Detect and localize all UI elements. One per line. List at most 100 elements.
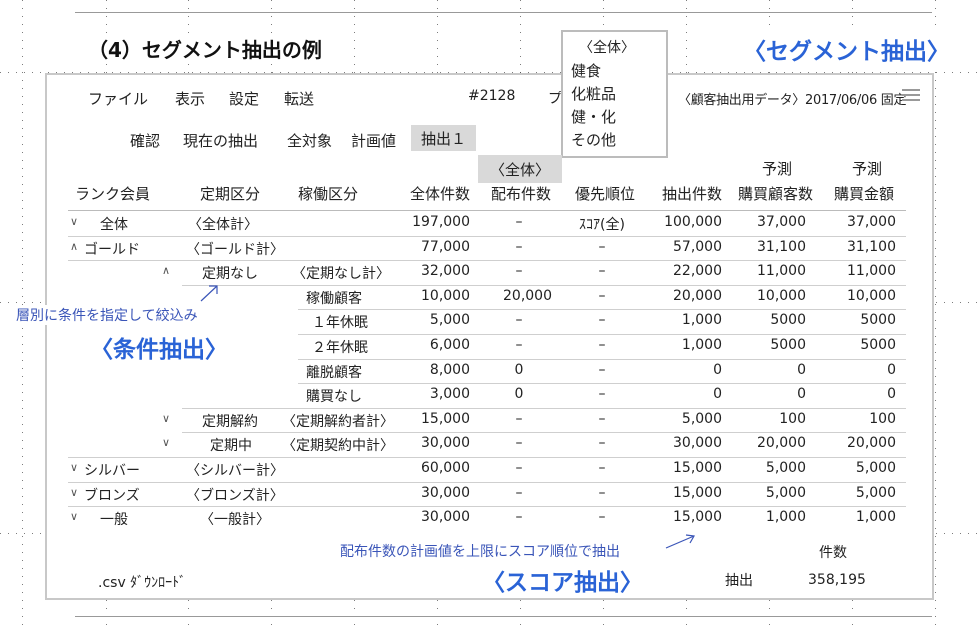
expand-chevron-icon[interactable]: ∨ bbox=[162, 436, 171, 450]
activity-cell: 〈定期契約中計〉 bbox=[282, 438, 394, 455]
forecast-customers-cell: 20,000 bbox=[757, 435, 806, 452]
tab-all-targets[interactable]: 全対象 bbox=[287, 132, 333, 150]
forecast-amount-cell: 5,000 bbox=[855, 484, 896, 501]
regular-cell: 〈ブロンズ計〉 bbox=[186, 487, 284, 504]
regular-cell: 〈全体計〉 bbox=[188, 217, 258, 233]
forecast-amount-cell: 5000 bbox=[860, 337, 896, 353]
distribution-cell[interactable]: 20,000 bbox=[503, 287, 552, 304]
segment-option-health-cosmetics[interactable]: 健・化 bbox=[571, 108, 617, 126]
extract-total-value: 358,195 bbox=[808, 572, 866, 588]
segment-option-other[interactable]: その他 bbox=[571, 131, 617, 149]
expand-chevron-icon[interactable]: ∨ bbox=[70, 215, 79, 228]
forecast-amount-cell: 5,000 bbox=[855, 460, 896, 476]
collapse-chevron-icon[interactable]: ∧ bbox=[162, 264, 171, 278]
extracted-cell: 15,000 bbox=[673, 509, 722, 526]
col-extracted: 抽出件数 bbox=[662, 185, 723, 203]
forecast-customers-cell: 37,000 bbox=[757, 214, 806, 230]
total-cell: 197,000 bbox=[412, 214, 470, 230]
row-divider bbox=[68, 260, 906, 262]
activity-cell: 離脱顧客 bbox=[306, 364, 362, 381]
extracted-cell: 5,000 bbox=[681, 410, 722, 427]
row-divider bbox=[68, 506, 906, 508]
forecast-amount-cell: 0 bbox=[887, 361, 896, 378]
extracted-cell: 15,000 bbox=[673, 484, 722, 501]
total-cell: 10,000 bbox=[421, 287, 470, 304]
distribution-cell: – bbox=[515, 435, 523, 452]
row-divider bbox=[68, 457, 906, 458]
row-divider bbox=[68, 481, 906, 483]
forecast-customers-cell: 10,000 bbox=[757, 287, 806, 304]
distribution-cell: – bbox=[515, 263, 523, 280]
extracted-cell: 15,000 bbox=[673, 460, 722, 476]
regular-cell: 定期なし bbox=[202, 266, 258, 283]
priority-cell: – bbox=[598, 263, 606, 280]
col-forecast-customers: 購買顧客数 bbox=[738, 185, 814, 203]
forecast-amount-cell: 1,000 bbox=[855, 509, 896, 526]
condition-arrow-icon bbox=[200, 285, 218, 302]
activity-cell: １年休眠 bbox=[312, 315, 368, 332]
priority-cell: – bbox=[598, 460, 606, 476]
segment-option-cosmetics[interactable]: 化粧品 bbox=[571, 85, 617, 103]
distribution-cell: – bbox=[515, 312, 523, 329]
forecast-amount-cell: 0 bbox=[887, 386, 896, 403]
total-cell: 8,000 bbox=[429, 361, 470, 378]
bottom-rule bbox=[75, 616, 932, 617]
col-priority: 優先順位 bbox=[575, 185, 636, 203]
extracted-cell: 30,000 bbox=[673, 435, 722, 452]
regular-cell: 定期中 bbox=[210, 438, 252, 455]
forecast-amount-cell: 11,000 bbox=[847, 263, 896, 280]
menu-settings[interactable]: 設定 bbox=[229, 90, 260, 108]
forecast-customers-cell: 1,000 bbox=[765, 509, 806, 526]
total-cell: 5,000 bbox=[429, 312, 470, 329]
total-cell: 15,000 bbox=[421, 410, 470, 427]
menu-file[interactable]: ファイル bbox=[88, 90, 149, 108]
expand-chevron-icon[interactable]: ∨ bbox=[70, 510, 79, 524]
col-activity: 稼働区分 bbox=[298, 185, 359, 203]
segment-dropdown[interactable]: 〈全体〉 健食 化粧品 健・化 その他 bbox=[561, 30, 668, 158]
distribution-scope-header[interactable]: 〈全体〉 bbox=[478, 155, 562, 183]
top-rule bbox=[75, 12, 932, 13]
tab-extract-1[interactable]: 抽出１ bbox=[411, 125, 477, 151]
section-title: （4）セグメント抽出の例 bbox=[86, 34, 324, 63]
extracted-cell: 0 bbox=[713, 386, 722, 403]
score-arrow-icon bbox=[665, 534, 695, 549]
expand-chevron-icon[interactable]: ∨ bbox=[70, 485, 79, 499]
hamburger-menu-icon[interactable] bbox=[902, 88, 920, 102]
forecast-amount-cell: 10,000 bbox=[847, 287, 896, 304]
menu-view[interactable]: 表示 bbox=[175, 90, 206, 108]
tab-current-extract[interactable]: 現在の抽出 bbox=[183, 132, 259, 150]
segment-option-health-food[interactable]: 健食 bbox=[571, 62, 602, 80]
col-forecast-amount: 購買金額 bbox=[834, 185, 895, 203]
score-note: 配布件数の計画値を上限にスコア順位で抽出 bbox=[338, 541, 622, 561]
regular-cell: 〈シルバー計〉 bbox=[186, 463, 284, 479]
priority-cell: ｽｺｱ(全) bbox=[579, 217, 625, 233]
callout-score: 〈スコア抽出〉 bbox=[480, 563, 645, 597]
total-cell: 6,000 bbox=[429, 337, 470, 353]
priority-cell: – bbox=[598, 435, 606, 452]
total-cell: 30,000 bbox=[421, 435, 470, 452]
total-cell: 3,000 bbox=[429, 386, 470, 403]
csv-download-link[interactable]: .csv ﾀﾞｳﾝﾛｰﾄﾞ bbox=[98, 575, 187, 591]
tab-confirm[interactable]: 確認 bbox=[130, 132, 161, 150]
forecast-amount-cell: 5000 bbox=[860, 312, 896, 329]
project-crumb[interactable]: プ bbox=[548, 91, 562, 107]
distribution-cell[interactable]: 0 bbox=[514, 361, 524, 378]
callout-segment: 〈セグメント抽出〉 bbox=[741, 32, 952, 66]
extracted-cell: 57,000 bbox=[673, 238, 722, 255]
menu-transfer[interactable]: 転送 bbox=[284, 90, 315, 108]
rank-cell: 一般 bbox=[100, 512, 128, 529]
expand-chevron-icon[interactable]: ∨ bbox=[162, 411, 171, 425]
distribution-cell: – bbox=[515, 337, 523, 353]
distribution-cell: – bbox=[515, 238, 523, 255]
distribution-cell[interactable]: 0 bbox=[514, 386, 524, 403]
collapse-chevron-icon[interactable]: ∧ bbox=[70, 239, 79, 253]
forecast-amount-cell: 100 bbox=[869, 410, 896, 427]
rank-cell: ブロンズ bbox=[84, 487, 140, 504]
forecast-customers-cell: 31,100 bbox=[757, 238, 806, 255]
priority-cell: – bbox=[598, 386, 606, 403]
expand-chevron-icon[interactable]: ∨ bbox=[70, 461, 79, 474]
tab-plan-values[interactable]: 計画値 bbox=[351, 132, 397, 150]
forecast-customers-cell: 5000 bbox=[770, 337, 806, 353]
distribution-cell: – bbox=[515, 214, 523, 230]
total-cell: 30,000 bbox=[421, 509, 470, 526]
